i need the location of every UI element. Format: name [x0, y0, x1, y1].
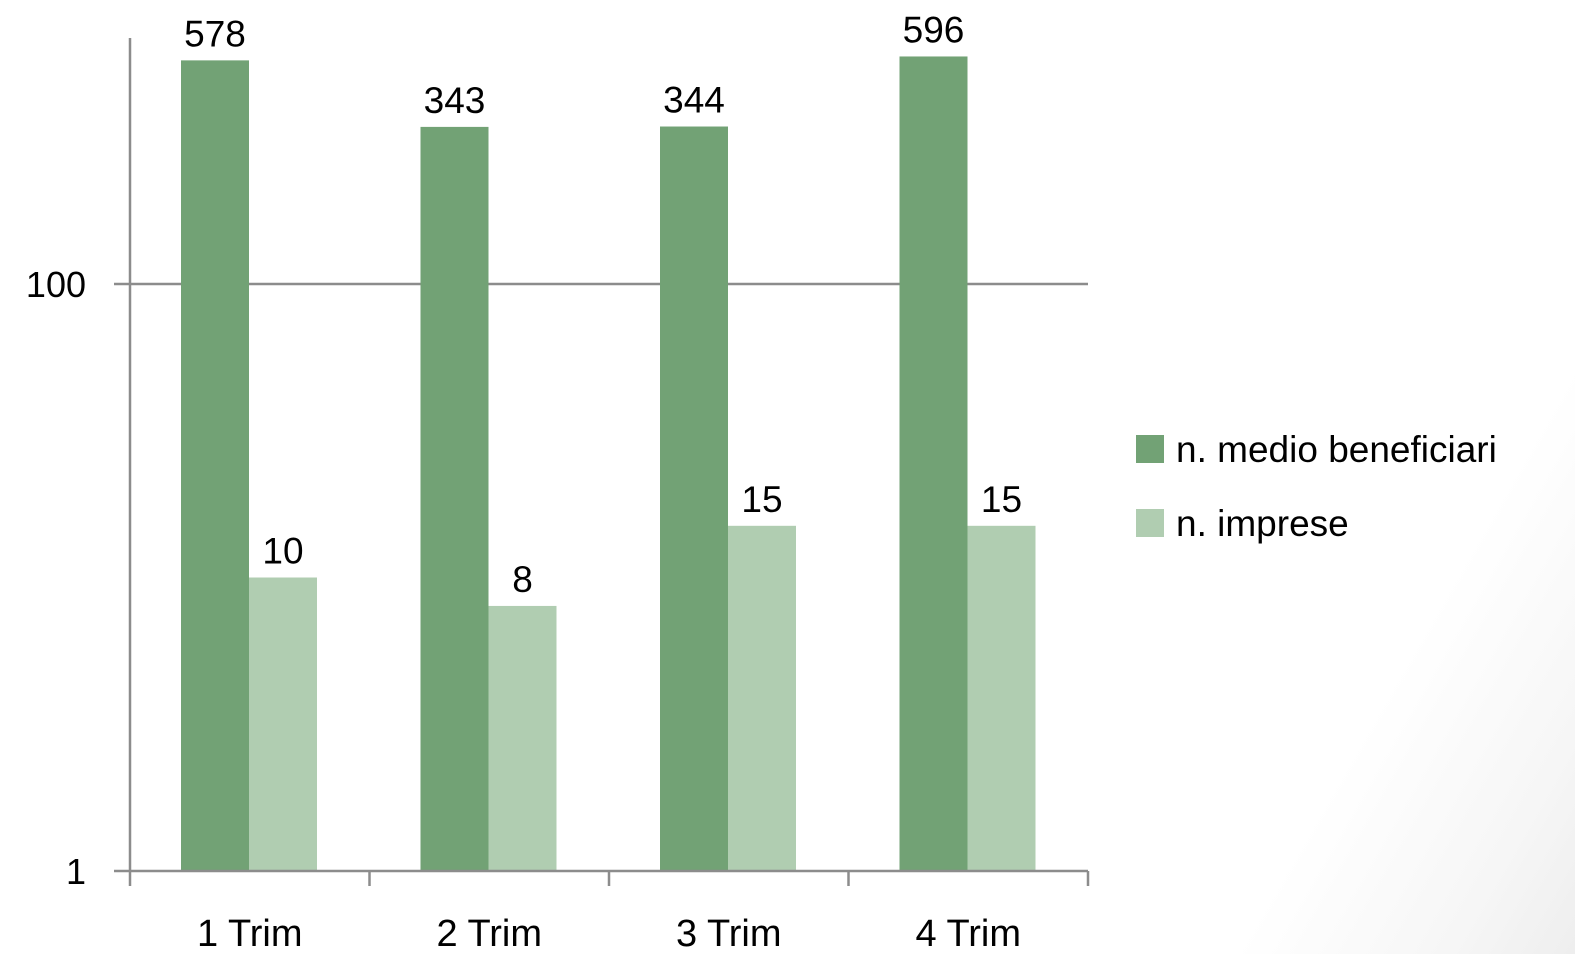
bar [660, 126, 728, 872]
legend-swatch [1136, 509, 1164, 537]
legend-label: n. imprese [1176, 503, 1349, 544]
data-label: 15 [741, 479, 782, 520]
data-label: 343 [424, 80, 486, 121]
data-label: 578 [184, 13, 246, 54]
data-label: 10 [262, 531, 303, 572]
legend-swatch [1136, 435, 1164, 463]
bar [249, 577, 317, 871]
x-tick-label: 1 Trim [197, 913, 303, 954]
y-tick-label: 1 [66, 851, 86, 892]
bar [728, 525, 796, 871]
data-label: 8 [512, 559, 533, 600]
bar [967, 525, 1036, 871]
x-tick-label: 2 Trim [436, 913, 542, 954]
data-label: 344 [663, 80, 725, 121]
bar [420, 126, 489, 871]
bar [488, 605, 557, 871]
data-label: 596 [903, 9, 965, 50]
y-tick-label: 100 [26, 264, 86, 305]
x-tick-label: 4 Trim [915, 913, 1021, 954]
x-tick-label: 3 Trim [676, 913, 782, 954]
legend-label: n. medio beneficiari [1176, 429, 1497, 470]
bar [181, 60, 249, 871]
bar [899, 56, 968, 872]
data-label: 15 [981, 479, 1022, 520]
